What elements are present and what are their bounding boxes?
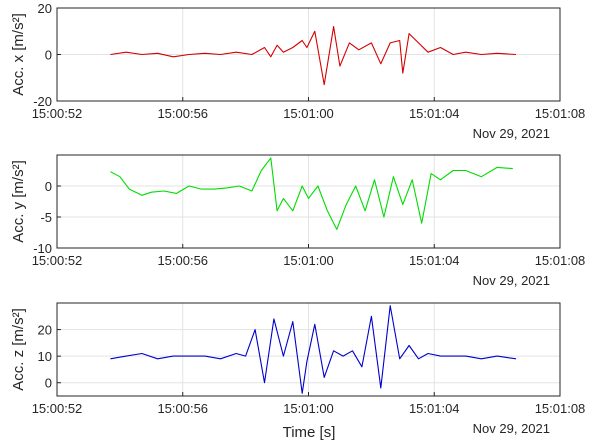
- x-tick-label-y-4: 15:01:08: [535, 253, 586, 268]
- y-axis-label-z: Acc. z [m/s²]: [10, 308, 27, 391]
- x-tick-label-y-0: 15:00:52: [32, 253, 83, 268]
- x-tick-label-z-2: 15:01:00: [283, 401, 334, 416]
- x-tick-label-z-0: 15:00:52: [32, 401, 83, 416]
- y-tick-label-x-2: 20: [38, 1, 52, 16]
- x-tick-label-z-4: 15:01:08: [535, 401, 586, 416]
- date-label-y: Nov 29, 2021: [473, 273, 550, 288]
- y-tick-label-x-1: 0: [45, 48, 52, 63]
- series-line-y: [110, 157, 513, 230]
- series-line-x: [110, 26, 517, 86]
- y-tick-label-z-0: 0: [45, 376, 52, 391]
- x-tick-label-y-1: 15:00:56: [157, 253, 208, 268]
- x-tick-label-x-2: 15:01:00: [283, 106, 334, 121]
- x-tick-label-x-0: 15:00:52: [32, 106, 83, 121]
- x-tick-label-x-4: 15:01:08: [535, 106, 586, 121]
- x-axis-label: Time [s]: [283, 424, 336, 441]
- x-tick-label-z-1: 15:00:56: [157, 401, 208, 416]
- y-axis-label-y: Acc. y [m/s²]: [10, 160, 27, 243]
- panel-z: 15:00:52 15:00:56 15:01:00 15:01:04 15:01:08…: [10, 302, 586, 436]
- date-label-x: Nov 29, 2021: [473, 126, 550, 141]
- series-line-z: [110, 305, 517, 394]
- date-label-z: Nov 29, 2021: [473, 421, 550, 436]
- y-axis-label-x: Acc. x [m/s²]: [10, 13, 27, 96]
- x-tick-label-z-3: 15:01:04: [409, 401, 460, 416]
- y-tick-label-x-0: -20: [33, 94, 52, 109]
- y-tick-label-y-1: -5: [40, 210, 52, 225]
- y-tick-label-z-2: 20: [38, 323, 52, 338]
- y-tick-label-y-0: -10: [33, 241, 52, 256]
- y-tick-label-z-1: 10: [38, 349, 52, 364]
- panel-x: 15:00:52 15:00:56 15:01:00 15:01:04 15:01:08…: [10, 1, 585, 141]
- x-tick-label-y-2: 15:01:00: [283, 253, 334, 268]
- panel-y: 15:00:52 15:00:56 15:01:00 15:01:04 15:01:08…: [10, 154, 586, 288]
- x-tick-label-x-3: 15:01:04: [409, 106, 460, 121]
- y-tick-label-y-2: 0: [45, 179, 52, 194]
- x-tick-label-y-3: 15:01:04: [409, 253, 460, 268]
- x-tick-label-x-1: 15:00:56: [157, 106, 208, 121]
